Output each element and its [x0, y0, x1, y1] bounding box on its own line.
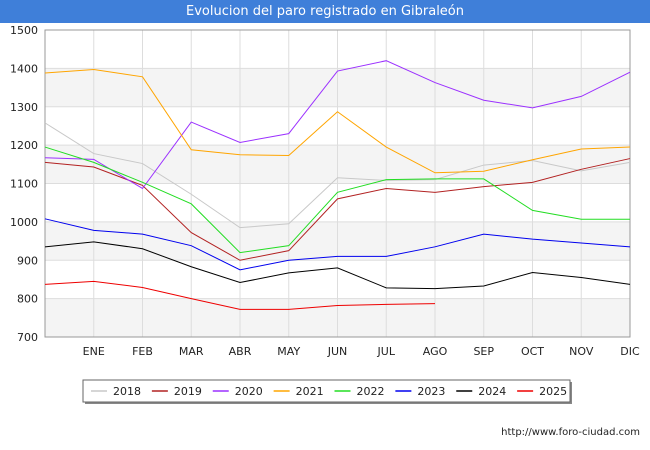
y-tick-label: 1300	[10, 101, 38, 114]
legend-label-2019: 2019	[174, 385, 202, 398]
plot-frame	[44, 29, 631, 338]
legend	[82, 379, 571, 403]
legend-label-2023: 2023	[417, 385, 445, 398]
x-tick-label: FEB	[132, 345, 153, 358]
x-tick-label: OCT	[521, 345, 544, 358]
y-tick-label: 1200	[10, 139, 38, 152]
y-tick-label: 1400	[10, 62, 38, 75]
series-line-2024	[44, 241, 631, 290]
x-tick-label: NOV	[569, 345, 594, 358]
x-tick-label: ABR	[229, 345, 252, 358]
y-tick-label: 1000	[10, 216, 38, 229]
y-tick-label: 800	[17, 293, 38, 306]
legend-label-2025: 2025	[539, 385, 567, 398]
series-line-2019	[44, 158, 631, 261]
legend-label-2022: 2022	[357, 385, 385, 398]
series-line-2021	[44, 69, 631, 174]
series-line-2023	[44, 218, 631, 271]
y-tick-label: 1100	[10, 178, 38, 191]
x-tick-label: SEP	[473, 345, 494, 358]
y-tick-label: 900	[17, 254, 38, 267]
x-tick-label: JUN	[327, 345, 348, 358]
legend-label-2018: 2018	[113, 385, 141, 398]
legend-label-2024: 2024	[478, 385, 506, 398]
series-line-2025	[44, 280, 436, 310]
legend-label-2020: 2020	[235, 385, 263, 398]
footer-url[interactable]: http://www.foro-ciudad.com	[501, 427, 640, 438]
series-line-2018	[44, 122, 631, 229]
x-tick-label: DIC	[620, 345, 640, 358]
x-tick-label: MAY	[277, 345, 300, 358]
x-tick-label: AGO	[423, 345, 448, 358]
legend-label-2021: 2021	[296, 385, 324, 398]
series-line-2022	[44, 146, 630, 254]
x-tick-label: JUL	[377, 345, 396, 358]
chart-title: Evolucion del paro registrado en Gibrale…	[0, 0, 650, 23]
y-tick-label: 1500	[10, 24, 38, 37]
series-line-2020	[44, 60, 631, 190]
x-tick-label: MAR	[179, 345, 204, 358]
y-tick-label: 700	[17, 331, 38, 344]
x-tick-label: ENE	[83, 345, 105, 358]
